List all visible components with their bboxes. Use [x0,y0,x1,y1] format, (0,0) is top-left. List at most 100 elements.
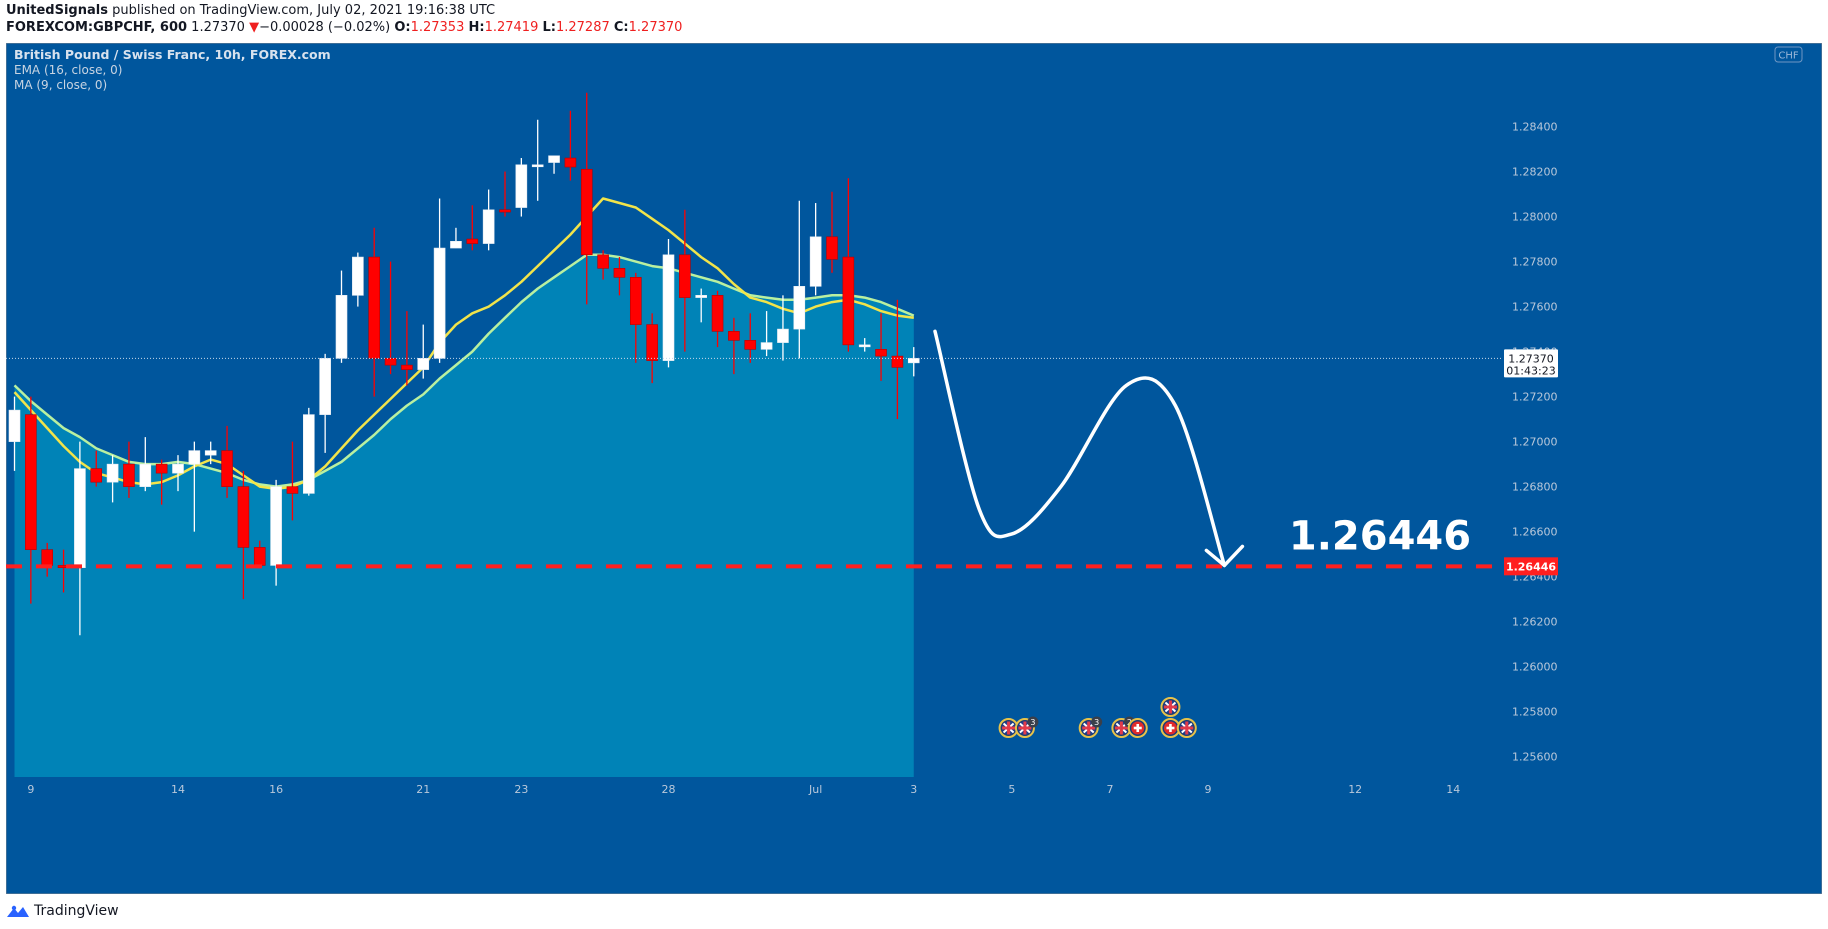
candle[interactable] [139,437,152,492]
candle-body [548,155,560,163]
candle-body [744,340,757,350]
candle[interactable] [90,450,103,487]
candle[interactable] [368,227,381,397]
candle[interactable] [793,200,806,359]
candle[interactable] [450,227,462,249]
candle-body [580,168,593,256]
y-tick-label: 1.28200 [1512,166,1558,179]
candle[interactable] [221,425,233,498]
uk-flag-event-icon[interactable] [1160,697,1181,717]
candle[interactable] [662,239,675,368]
brand-name[interactable]: TradingView [34,903,119,919]
ma-legend[interactable]: MA (9, close, 0) [14,78,107,92]
candle[interactable] [646,313,658,384]
event-count-label: 3 [1094,718,1099,727]
candle[interactable] [858,338,871,352]
candle[interactable] [826,191,838,273]
candle[interactable] [8,396,21,471]
candle-body [221,450,233,487]
swiss-flag-event-icon[interactable] [1160,718,1181,738]
candle[interactable] [597,250,609,280]
candle[interactable] [728,317,740,375]
candle[interactable] [335,270,348,363]
candle[interactable] [123,441,135,498]
uk-flag-event-icon[interactable]: 2 [1111,716,1135,738]
candle-body [728,331,740,341]
projection-curve[interactable] [933,329,1227,568]
candle-body [777,328,789,343]
uk-flag-event-icon[interactable] [998,718,1019,738]
candle[interactable] [286,441,299,521]
candle[interactable] [172,455,184,492]
last-price: 1.27370 [191,20,245,35]
low-value: 1.27287 [555,20,610,35]
candle[interactable] [809,203,822,296]
uk-flag-bar-v [1087,721,1091,735]
ma-line[interactable] [13,197,914,491]
candle[interactable] [548,155,560,174]
currency-badge[interactable] [1774,46,1803,63]
candle-body [253,547,266,566]
x-tick-label: Jul [808,783,822,796]
candle-body [401,364,413,370]
candle[interactable] [760,311,773,357]
event-count-badge [1027,716,1039,728]
candle-body [662,254,675,361]
candle[interactable] [237,470,250,600]
author-name[interactable]: UnitedSignals [6,3,108,18]
candle[interactable] [695,288,708,323]
chart-title: British Pound / Swiss Franc, 10h, FOREX.… [14,47,331,62]
candle[interactable] [842,178,855,352]
candle[interactable] [515,158,528,217]
candle[interactable] [679,209,691,352]
event-count-badge [1091,716,1103,728]
candle[interactable] [744,313,757,363]
candle[interactable] [629,272,642,363]
uk-flag-event-icon[interactable]: 3 [1078,716,1103,738]
candle[interactable] [204,441,217,465]
candle-body [237,486,250,548]
candle[interactable] [482,189,495,251]
candle[interactable] [352,252,364,307]
candle[interactable] [613,257,626,296]
candle[interactable] [302,407,315,496]
candle[interactable] [155,459,168,505]
candle-body [8,409,21,442]
candle[interactable] [711,290,724,348]
candle[interactable] [401,311,413,386]
candle[interactable] [564,110,577,181]
candle[interactable] [466,205,479,251]
target-annotation[interactable]: 1.26446 [1289,513,1471,559]
candle[interactable] [875,313,887,381]
ema-legend[interactable]: EMA (16, close, 0) [14,63,122,77]
publish-line: UnitedSignals published on TradingView.c… [6,3,495,18]
candle[interactable] [531,119,544,201]
current-price-label: 1.27370 [1508,352,1554,365]
candle[interactable] [106,455,119,503]
bar-countdown-label: 01:43:23 [1506,364,1555,377]
candle[interactable] [25,396,37,604]
x-tick-label: 23 [514,783,528,796]
candle-body [760,342,773,350]
candle[interactable] [891,299,904,420]
ema-line[interactable] [13,253,915,488]
uk-flag-event-icon[interactable]: 3 [1014,716,1039,738]
candle[interactable] [319,353,331,453]
tradingview-logo-icon[interactable] [6,904,30,918]
candle[interactable] [188,441,201,532]
swiss-cross-h [1133,726,1142,730]
candle[interactable] [433,198,446,363]
candle[interactable] [499,171,511,217]
uk-flag-bar-v [1007,721,1011,735]
candle[interactable] [907,347,920,377]
candle[interactable] [777,295,789,361]
candle-body [172,463,184,474]
candle-body [319,358,331,415]
y-tick-label: 1.26600 [1512,526,1558,539]
uk-flag-event-icon[interactable] [1176,718,1197,738]
candle-body [188,450,201,465]
candle-body [106,463,119,483]
swiss-flag-event-icon[interactable] [1127,718,1148,738]
candle[interactable] [580,92,593,305]
price-chart[interactable]: 1.26446 3 3 2 CHF 1.28400 1.28200 1.28000 1.27… [6,43,1822,894]
